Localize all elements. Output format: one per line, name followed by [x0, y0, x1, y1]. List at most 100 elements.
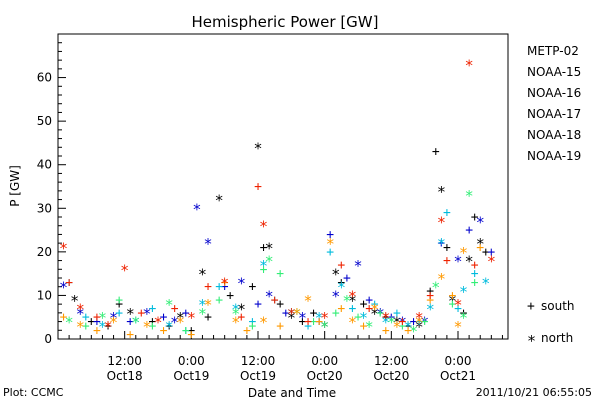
data-point: +: [254, 180, 262, 195]
data-point: +: [382, 323, 390, 338]
marker-label: north: [541, 331, 573, 345]
data-point: +: [271, 293, 279, 308]
footer-timestamp: 2011/10/21 06:55:05: [476, 386, 592, 399]
data-point: +: [449, 288, 457, 303]
data-point: +: [476, 241, 484, 256]
data-point: +: [93, 310, 101, 325]
data-point: +: [115, 306, 123, 321]
data-point: *: [165, 318, 174, 336]
data-point: *: [320, 318, 329, 336]
y-axis-label: P [GW]: [8, 165, 22, 207]
data-point: *: [476, 235, 485, 253]
data-point: *: [365, 318, 374, 336]
data-point: *: [387, 314, 396, 332]
data-point: *: [448, 292, 457, 310]
data-point: *: [65, 314, 74, 332]
data-point: *: [331, 287, 340, 305]
x-axis-label: Date and Time: [248, 386, 336, 400]
data-point: +: [471, 210, 479, 225]
data-point: +: [126, 328, 134, 343]
data-point: *: [315, 309, 324, 327]
data-point: *: [459, 283, 468, 301]
data-point: +: [437, 236, 445, 251]
data-point: *: [198, 266, 207, 284]
data-point: +: [404, 319, 412, 334]
footer-credit: Plot: CCMC: [3, 386, 64, 399]
data-point: +: [432, 145, 440, 160]
x-tick-date-label: Oct20: [373, 369, 409, 383]
series-metp-02: *+ ++* + + *+*+*+*+*+*+* ++**+* +* + * + *++*+*+*+…: [70, 139, 490, 338]
data-point: +: [426, 284, 434, 299]
data-point: +: [93, 323, 101, 338]
data-point: *: [142, 305, 151, 323]
data-point: *: [237, 274, 246, 292]
legend-entry: METP-02: [527, 44, 579, 58]
data-point: *: [415, 314, 424, 332]
data-point: +: [182, 323, 190, 338]
data-point: +: [365, 293, 373, 308]
data-point: *: [292, 305, 301, 323]
data-point: +: [410, 315, 418, 330]
legend-entry: NOAA-16: [527, 86, 581, 100]
data-point: +: [404, 323, 412, 338]
y-tick-label: 50: [37, 114, 52, 128]
data-point: *: [292, 305, 301, 323]
data-point: *: [320, 309, 329, 327]
data-point: *: [259, 218, 268, 236]
data-point: *: [109, 314, 118, 332]
data-point: +: [260, 241, 268, 256]
marker-label: south: [541, 299, 575, 313]
data-point: +: [443, 206, 451, 221]
data-point: *: [59, 240, 68, 258]
data-point: +: [249, 280, 257, 295]
data-point: *: [287, 305, 296, 323]
data-point: +: [221, 275, 229, 290]
data-point: +: [243, 323, 251, 338]
data-point: *: [420, 314, 429, 332]
series-noaa-19: *+* +**+*+*+ *++*+* + *+*+* + *+*+**+ *: [59, 57, 496, 336]
data-point: +: [382, 310, 390, 325]
data-point: +: [360, 297, 368, 312]
data-point: +: [260, 262, 268, 277]
data-point: +: [65, 275, 73, 290]
data-point: *: [287, 309, 296, 327]
data-point: +: [310, 306, 318, 321]
data-point: *: [392, 314, 401, 332]
data-point: *: [453, 253, 462, 271]
series-noaa-15: ** + * + * + *+**+ *+ *+ * ++*+*+* + * + *+*+ *+: [59, 200, 495, 331]
data-point: *: [337, 279, 346, 297]
data-point: +: [337, 275, 345, 290]
data-point: *: [398, 314, 407, 332]
data-point: *: [265, 240, 274, 258]
data-point: +: [282, 306, 290, 321]
series-noaa-18: +* + *+ * + *+*+* + * +**+*+* +*+ * + *+*+** +: [60, 235, 485, 343]
chart-title: Hemispheric Power [GW]: [192, 13, 379, 31]
data-point: *: [259, 257, 268, 275]
data-point: +: [254, 297, 262, 312]
data-point: +: [249, 315, 257, 330]
data-point: *: [465, 187, 474, 205]
data-point: +: [204, 280, 212, 295]
data-point: *: [98, 318, 107, 336]
data-point: +: [115, 293, 123, 308]
data-point: *: [348, 314, 357, 332]
data-point: *: [165, 296, 174, 314]
data-point: +: [465, 223, 473, 238]
data-point: *: [265, 253, 274, 271]
legend-entry: NOAA-18: [527, 128, 581, 142]
data-point: *: [437, 183, 446, 201]
data-point: +: [415, 315, 423, 330]
data-point: *: [481, 274, 490, 292]
data-point: *: [231, 305, 240, 323]
data-point: +: [354, 310, 362, 325]
data-point: +: [215, 293, 223, 308]
data-point: *: [381, 309, 390, 327]
data-point: *: [231, 301, 240, 319]
data-point: +: [326, 227, 334, 242]
data-point: *: [142, 318, 151, 336]
data-point: *: [415, 318, 424, 336]
data-point: *: [326, 235, 335, 253]
data-point: +: [399, 319, 407, 334]
y-tick-label: 60: [37, 71, 52, 85]
y-tick-label: 0: [44, 332, 52, 346]
